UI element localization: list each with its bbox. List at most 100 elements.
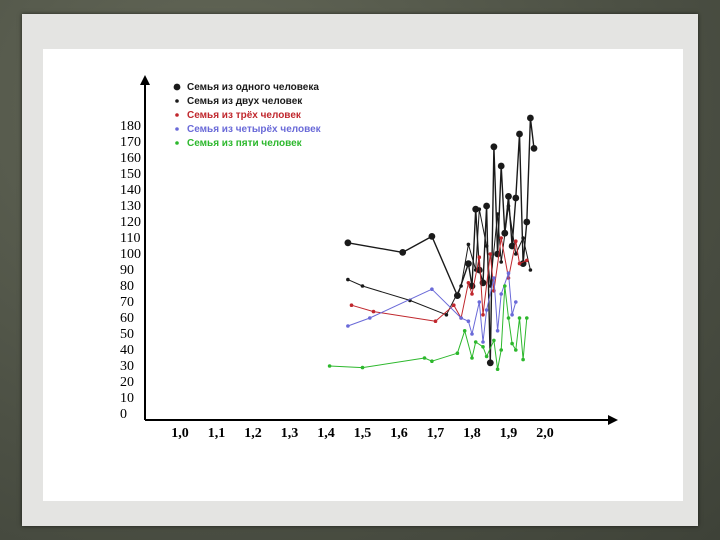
y-axis-arrow xyxy=(140,75,150,85)
data-point xyxy=(510,341,514,346)
data-point xyxy=(514,252,518,256)
data-point xyxy=(523,218,531,226)
y-tick-label: 60 xyxy=(120,311,134,326)
data-point xyxy=(430,359,434,364)
data-point xyxy=(360,365,365,370)
data-point xyxy=(470,356,474,360)
data-point xyxy=(455,351,460,356)
data-point xyxy=(530,145,538,152)
data-point xyxy=(327,364,332,368)
series-5 xyxy=(327,284,529,372)
data-point xyxy=(488,252,493,256)
data-point xyxy=(477,300,482,304)
y-tick-label: 0 xyxy=(120,407,127,422)
data-point xyxy=(360,284,365,288)
data-point xyxy=(452,303,456,308)
x-tick-label: 1,5 xyxy=(354,426,372,441)
legend-label: Семья из пяти человек xyxy=(187,138,303,149)
data-point xyxy=(344,239,352,247)
data-point xyxy=(492,338,496,343)
data-point xyxy=(525,316,529,320)
data-point xyxy=(512,194,520,202)
y-tick-label: 180 xyxy=(120,119,141,134)
data-point xyxy=(499,260,504,264)
x-tick-label: 1,7 xyxy=(427,426,445,441)
data-point xyxy=(481,345,485,349)
data-point xyxy=(428,233,436,240)
y-tick-label: 80 xyxy=(120,279,134,294)
x-axis-arrow xyxy=(608,415,618,425)
data-point xyxy=(495,367,500,372)
x-tick-label: 2,0 xyxy=(536,426,554,441)
data-point xyxy=(444,313,449,317)
legend-label: Семья из трёх человек xyxy=(187,110,302,121)
data-point xyxy=(462,329,467,333)
x-axis-ticks: 1,0 1,1 1,2 1,3 1,4 1,5 1,6 1,7 1,8 1,9 2,0 xyxy=(171,426,554,441)
series-3 xyxy=(349,236,529,324)
data-point xyxy=(503,284,507,288)
series-line xyxy=(347,117,535,364)
legend-label: Семья из четырёх человек xyxy=(187,124,322,135)
y-tick-label: 160 xyxy=(120,151,141,166)
data-point xyxy=(488,284,493,288)
y-tick-label: 70 xyxy=(120,295,134,310)
x-tick-label: 1,6 xyxy=(390,426,408,441)
legend: Семья из одного человека Семья из двух че… xyxy=(173,82,322,149)
y-tick-label: 20 xyxy=(120,375,134,390)
y-tick-label: 40 xyxy=(120,343,134,358)
x-tick-label: 1,8 xyxy=(463,426,481,441)
data-point xyxy=(371,309,376,314)
data-point xyxy=(499,236,504,240)
data-point xyxy=(459,284,463,288)
data-point xyxy=(519,260,527,267)
data-point xyxy=(514,300,518,304)
data-point xyxy=(459,316,463,320)
x-tick-label: 1,2 xyxy=(244,426,262,441)
data-point xyxy=(465,260,472,267)
series-4 xyxy=(346,271,518,344)
y-tick-label: 120 xyxy=(120,215,141,230)
data-point xyxy=(472,205,480,213)
data-point xyxy=(495,329,500,333)
axes xyxy=(140,75,618,425)
y-tick-label: 50 xyxy=(120,327,134,342)
y-tick-label: 10 xyxy=(120,391,134,406)
data-point xyxy=(514,348,518,352)
legend-marker xyxy=(173,83,181,91)
data-point xyxy=(506,271,511,276)
y-tick-label: 100 xyxy=(120,247,141,262)
data-point xyxy=(470,332,474,336)
y-tick-label: 90 xyxy=(120,263,134,278)
data-point xyxy=(481,340,485,344)
data-point xyxy=(490,143,498,151)
data-point xyxy=(477,255,482,259)
data-point xyxy=(470,292,474,296)
x-tick-label: 1,0 xyxy=(171,426,189,441)
data-point xyxy=(484,308,489,312)
y-tick-label: 130 xyxy=(120,199,141,214)
data-point xyxy=(466,242,471,247)
y-tick-label: 30 xyxy=(120,359,134,374)
data-point xyxy=(346,277,350,282)
data-point xyxy=(510,313,514,317)
data-point xyxy=(497,162,505,170)
legend-marker xyxy=(175,141,179,145)
data-point xyxy=(486,359,494,367)
data-point xyxy=(517,316,522,320)
data-point xyxy=(484,244,489,248)
data-point xyxy=(514,239,518,243)
data-point xyxy=(499,292,504,296)
data-point xyxy=(399,249,407,256)
data-point xyxy=(527,114,534,122)
y-tick-label: 110 xyxy=(120,231,140,246)
data-point xyxy=(521,357,525,362)
data-point xyxy=(473,340,478,344)
data-point xyxy=(430,287,434,292)
data-point xyxy=(422,356,427,360)
data-point xyxy=(505,193,512,200)
data-point xyxy=(525,258,529,263)
data-point xyxy=(466,281,471,285)
data-point xyxy=(368,316,372,320)
data-point xyxy=(516,130,523,138)
